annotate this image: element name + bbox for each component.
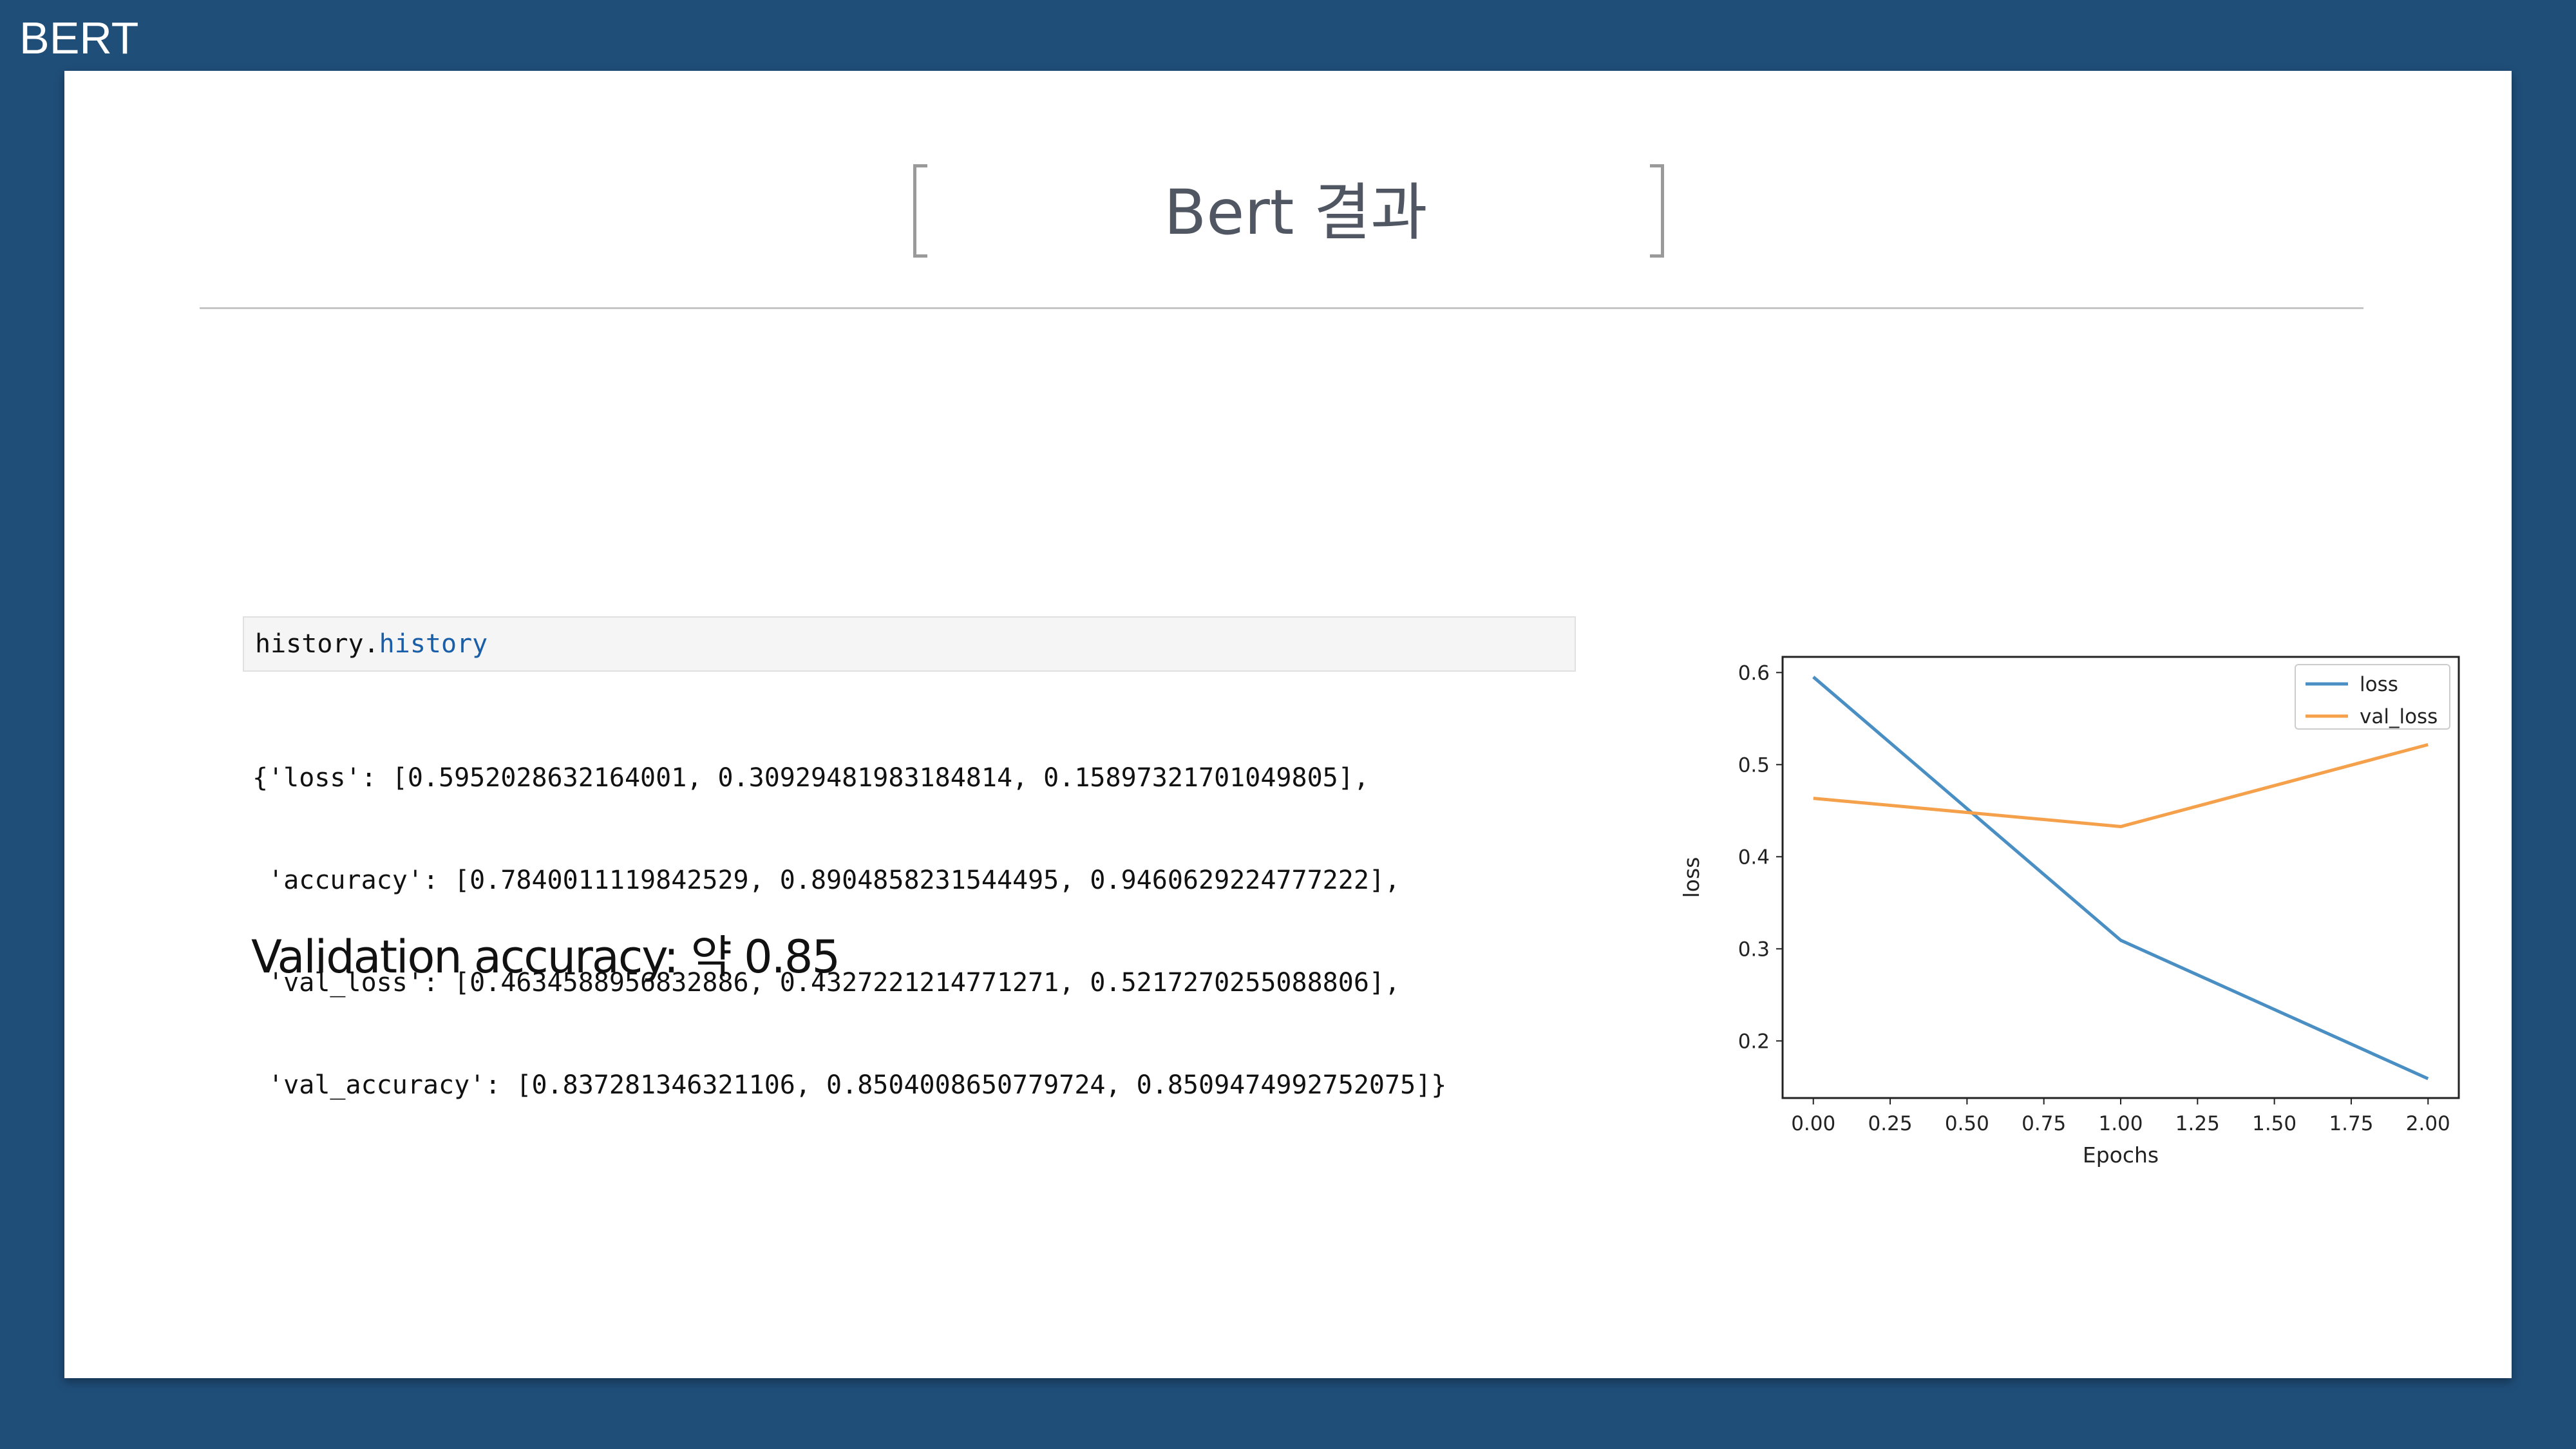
validation-accuracy-caption: Validation accuracy: 약 0.85	[251, 931, 840, 983]
series-layer	[1812, 676, 2429, 1081]
series-line-loss	[1812, 676, 2429, 1081]
code-object: history.	[255, 629, 379, 659]
y-tick-label: 0.5	[1738, 753, 1770, 777]
x-tick-label: 2.00	[2406, 1112, 2450, 1135]
code-attribute: history	[379, 629, 488, 659]
x-tick-label: 0.75	[2022, 1112, 2066, 1135]
y-axis-label: loss	[1679, 857, 1704, 898]
title-bracket-left	[913, 164, 927, 258]
x-axis-label: Epochs	[2083, 1142, 2159, 1168]
slide: Bert 결과 history.history {'loss': [0.5952…	[64, 71, 2512, 1378]
y-tick-label: 0.2	[1738, 1030, 1770, 1053]
slide-title: Bert 결과	[1164, 176, 1428, 249]
loss-chart: 0.00 0.25 0.50 0.75 1.00 1.25 1.50 1.75 2.00 0.2 0…	[1629, 573, 2486, 1179]
y-tick-label: 0.3	[1738, 938, 1770, 961]
legend-box	[2295, 664, 2450, 730]
code-output-line: 'accuracy': [0.7840011119842529, 0.89048…	[252, 866, 1401, 895]
tick-layer: 0.00 0.25 0.50 0.75 1.00 1.25 1.50 1.75 2.00 0.2 0…	[1738, 661, 2450, 1135]
x-tick-label: 0.50	[1945, 1112, 1989, 1135]
x-tick-label: 0.00	[1791, 1112, 1835, 1135]
title-bracket-right	[1650, 164, 1664, 258]
y-tick-label: 0.4	[1738, 846, 1770, 869]
x-tick-label: 1.50	[2252, 1112, 2297, 1135]
x-tick-label: 1.25	[2175, 1112, 2220, 1135]
loss-chart-svg: 0.00 0.25 0.50 0.75 1.00 1.25 1.50 1.75 2.00 0.2 0…	[1679, 656, 2460, 1168]
chart-legend: loss val_loss	[2295, 664, 2450, 730]
x-tick-label: 1.75	[2329, 1112, 2373, 1135]
code-output-line: 'val_loss': [0.4634588956832886, 0.43272…	[252, 968, 1401, 998]
x-tick-label: 0.25	[1868, 1112, 1913, 1135]
legend-label: val_loss	[2360, 705, 2438, 728]
code-output-line: {'loss': [0.5952028632164001, 0.30929481…	[252, 763, 1369, 793]
y-tick-label: 0.6	[1738, 661, 1770, 685]
code-input-cell: history.history	[243, 616, 1576, 672]
x-tick-label: 1.00	[2098, 1112, 2143, 1135]
legend-label: loss	[2360, 673, 2398, 696]
code-output: {'loss': [0.5952028632164001, 0.30929481…	[252, 693, 1446, 1171]
window-title: BERT	[19, 13, 139, 63]
code-output-line: 'val_accuracy': [0.837281346321106, 0.85…	[252, 1070, 1447, 1100]
title-divider	[200, 307, 2363, 309]
